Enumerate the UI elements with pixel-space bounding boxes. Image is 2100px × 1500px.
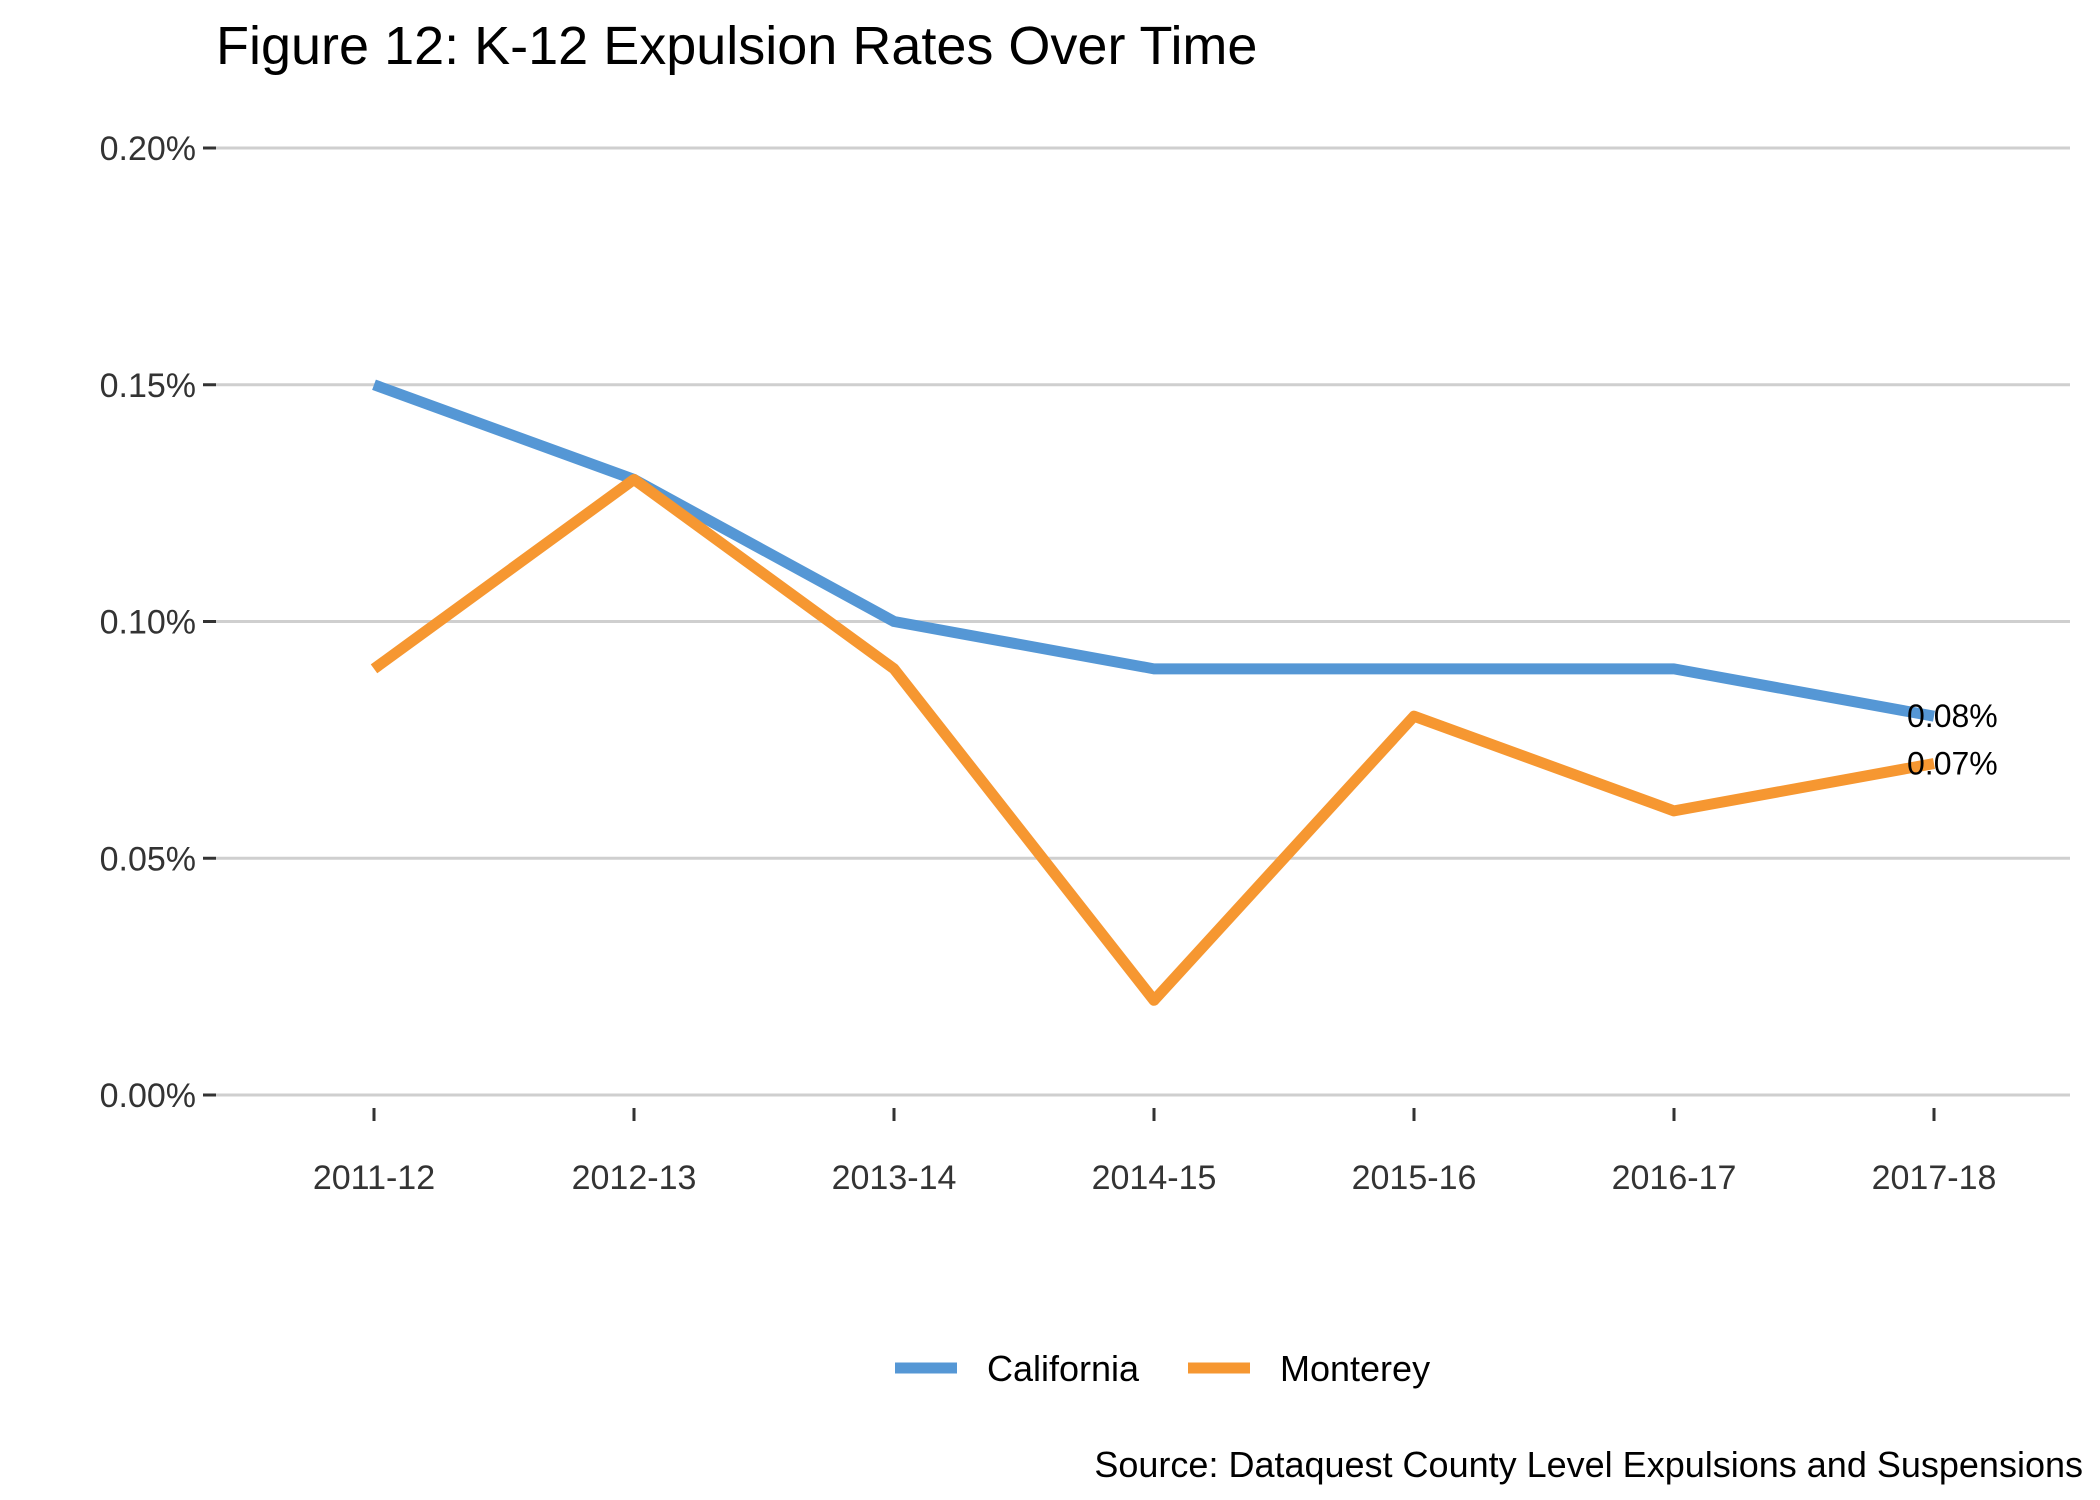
- legend: California Monterey: [895, 1348, 1430, 1389]
- x-tick-label: 2012-13: [572, 1159, 697, 1197]
- legend-label-monterey: Monterey: [1280, 1348, 1430, 1389]
- x-tick-label: 2011-12: [313, 1159, 435, 1197]
- y-tick-label: 0.05%: [100, 840, 196, 878]
- y-tick-label: 0.00%: [100, 1077, 196, 1115]
- y-tick-label: 0.20%: [100, 130, 196, 168]
- x-tick-label: 2016-17: [1612, 1159, 1737, 1197]
- series-line-california: [372, 379, 1935, 722]
- end-label-california: 0.08%: [1907, 698, 1998, 734]
- y-axis: 0.00% 0.05% 0.10% 0.15% 0.20%: [100, 130, 216, 1115]
- x-tick-label: 2015-16: [1352, 1159, 1477, 1197]
- end-label-monterey: 0.07%: [1907, 746, 1998, 782]
- x-tick-label: 2013-14: [832, 1159, 957, 1197]
- x-axis: 2011-12 2012-13 2013-14 2014-15 2015-16 2016-…: [313, 1108, 1997, 1197]
- chart-title: Figure 12: K-12 Expulsion Rates Over Tim…: [216, 16, 1257, 76]
- series-line-monterey: [370, 473, 1935, 1006]
- gridlines: [216, 146, 2070, 1097]
- x-tick-label: 2014-15: [1092, 1159, 1217, 1197]
- series-lines: [370, 379, 1935, 1006]
- source-caption: Source: Dataquest County Level Expulsion…: [1094, 1444, 2083, 1485]
- legend-label-california: California: [987, 1348, 1140, 1389]
- y-tick-label: 0.15%: [100, 367, 196, 405]
- x-tick-label: 2017-18: [1872, 1159, 1997, 1197]
- y-tick-label: 0.10%: [100, 604, 196, 642]
- end-labels: 0.08% 0.07%: [1907, 698, 1998, 781]
